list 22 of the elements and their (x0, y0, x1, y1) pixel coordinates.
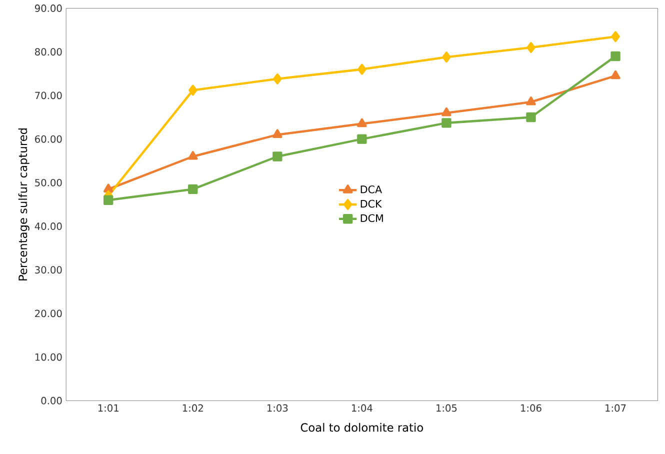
y-tick-label: 10.00 (35, 353, 62, 361)
x-tick-label: 1:02 (182, 404, 203, 412)
x-tick-label: 1:01 (98, 404, 118, 412)
x-tick-label: 1:03 (267, 404, 288, 412)
legend-label: DCM (360, 214, 383, 222)
y-tick-label: 80.00 (35, 48, 62, 56)
legend-label: DCA (360, 185, 382, 194)
y-tick-label: 60.00 (35, 135, 62, 143)
x-tick-label: 1:07 (606, 404, 626, 412)
x-tick-label: 1:04 (352, 404, 372, 412)
x-axis-title: Coal to dolomite ratio (300, 422, 423, 432)
x-tick-label: 1:06 (521, 404, 542, 412)
y-tick-label: 30.00 (35, 266, 62, 274)
y-tick-label: 0.00 (41, 396, 62, 404)
y-tick-label: 90.00 (34, 4, 62, 12)
y-tick-label: 20.00 (35, 310, 62, 317)
y-tick-label: 70.00 (35, 92, 62, 100)
y-axis-title: Percentage sulfur captured (18, 128, 30, 280)
x-tick-label: 1:05 (436, 404, 457, 412)
y-tick-label: 40.00 (34, 222, 62, 230)
y-tick-label: 50.00 (35, 178, 62, 186)
legend-label: DCK (360, 200, 382, 208)
